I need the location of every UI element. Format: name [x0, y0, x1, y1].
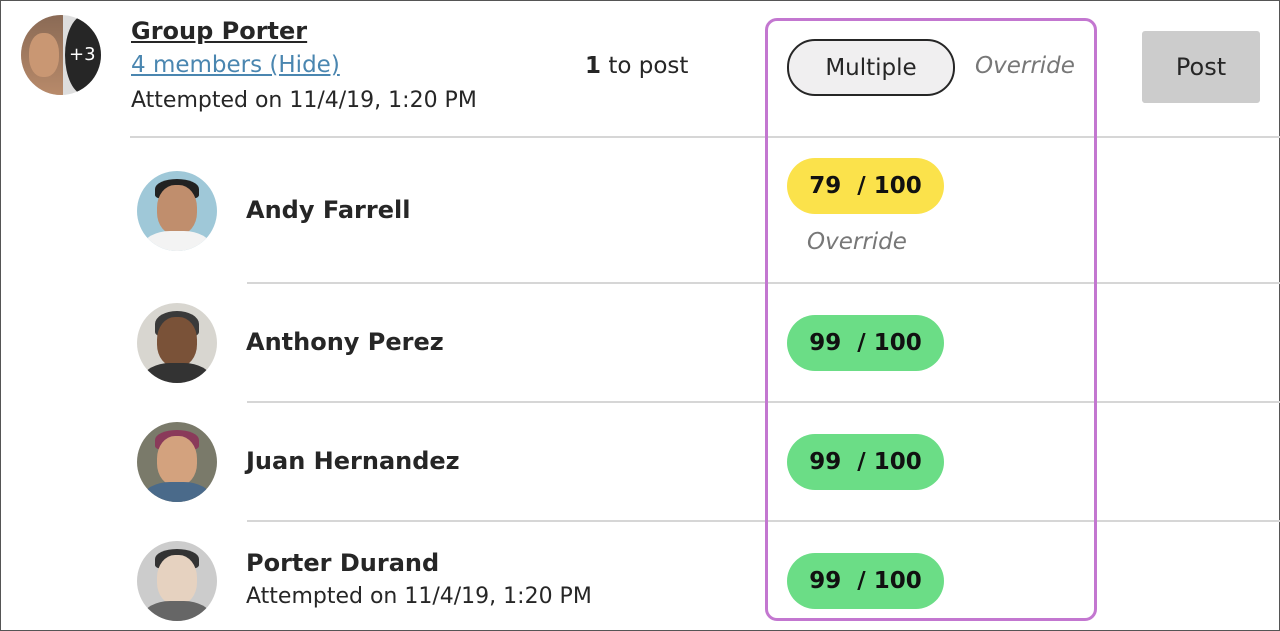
row-divider [247, 282, 1280, 284]
group-override-link[interactable]: Override [975, 53, 1075, 79]
more-members-count: +3 [69, 44, 96, 65]
avatar [137, 541, 217, 621]
member-name: Anthony Perez [246, 328, 444, 356]
grade-score: 79 [809, 173, 842, 199]
member-name: Porter Durand [246, 549, 440, 577]
grade-column-highlight [765, 18, 1097, 621]
to-post-count: 1 to post [585, 53, 688, 79]
group-divider [130, 136, 1280, 138]
to-post-label: to post [601, 53, 689, 79]
grade-pill[interactable]: 99 / 100 [787, 315, 944, 371]
post-button[interactable]: Post [1142, 31, 1260, 103]
grade-total: / 100 [857, 173, 922, 199]
grade-pill[interactable]: 79 / 100 [787, 158, 944, 214]
group-avatar: +3 [21, 15, 101, 95]
avatar [137, 422, 217, 502]
grade-total: / 100 [857, 449, 922, 475]
grade-score: 99 [809, 449, 842, 475]
grade-pill[interactable]: 99 / 100 [787, 434, 944, 490]
avatar [137, 171, 217, 251]
override-link[interactable]: Override [807, 229, 907, 255]
row-divider [247, 401, 1280, 403]
multiple-grades-button[interactable]: Multiple [787, 39, 955, 96]
member-attempted-date: Attempted on 11/4/19, 1:20 PM [246, 584, 592, 609]
group-attempted-date: Attempted on 11/4/19, 1:20 PM [131, 88, 477, 113]
grade-pill[interactable]: 99 / 100 [787, 553, 944, 609]
to-post-number: 1 [585, 53, 602, 79]
group-name-link[interactable]: Group Porter [131, 17, 308, 45]
grade-total: / 100 [857, 330, 922, 356]
members-toggle-link[interactable]: 4 members (Hide) [131, 52, 340, 78]
grade-score: 99 [809, 330, 842, 356]
row-divider [247, 520, 1280, 522]
grade-total: / 100 [857, 568, 922, 594]
grade-score: 99 [809, 568, 842, 594]
avatar [137, 303, 217, 383]
member-name: Andy Farrell [246, 196, 411, 224]
member-name: Juan Hernandez [246, 447, 460, 475]
